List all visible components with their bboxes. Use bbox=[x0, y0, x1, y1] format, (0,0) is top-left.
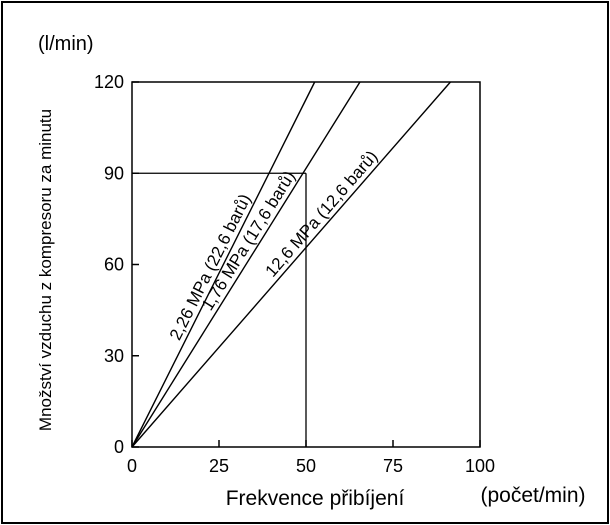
y-tick-label: 90 bbox=[104, 163, 124, 183]
y-tick-label: 120 bbox=[94, 72, 124, 92]
x-tick-label: 0 bbox=[127, 456, 137, 476]
x-unit-label: (počet/min) bbox=[480, 484, 585, 507]
x-tick-label: 100 bbox=[465, 456, 495, 476]
y-tick-label: 0 bbox=[114, 437, 124, 457]
reference-lines bbox=[132, 172, 307, 447]
y-tick-label: 60 bbox=[104, 255, 124, 275]
y-tick-labels: 0 30 60 90 120 bbox=[94, 72, 139, 457]
series-line bbox=[131, 81, 451, 448]
series-line bbox=[131, 81, 316, 448]
x-axis-title: Frekvence přibíjení bbox=[226, 487, 405, 510]
y-tick-label: 30 bbox=[104, 346, 124, 366]
x-tick-label: 50 bbox=[296, 456, 316, 476]
y-unit-label: (l/min) bbox=[38, 33, 94, 55]
x-tick-label: 75 bbox=[383, 456, 403, 476]
y-axis-title: Množství vzduchu z kompresoru za minutu bbox=[36, 109, 55, 431]
x-tick-labels: 0 25 50 75 100 bbox=[127, 440, 495, 476]
series-line bbox=[131, 81, 361, 448]
x-tick-label: 25 bbox=[209, 456, 229, 476]
series-lines bbox=[131, 81, 451, 448]
